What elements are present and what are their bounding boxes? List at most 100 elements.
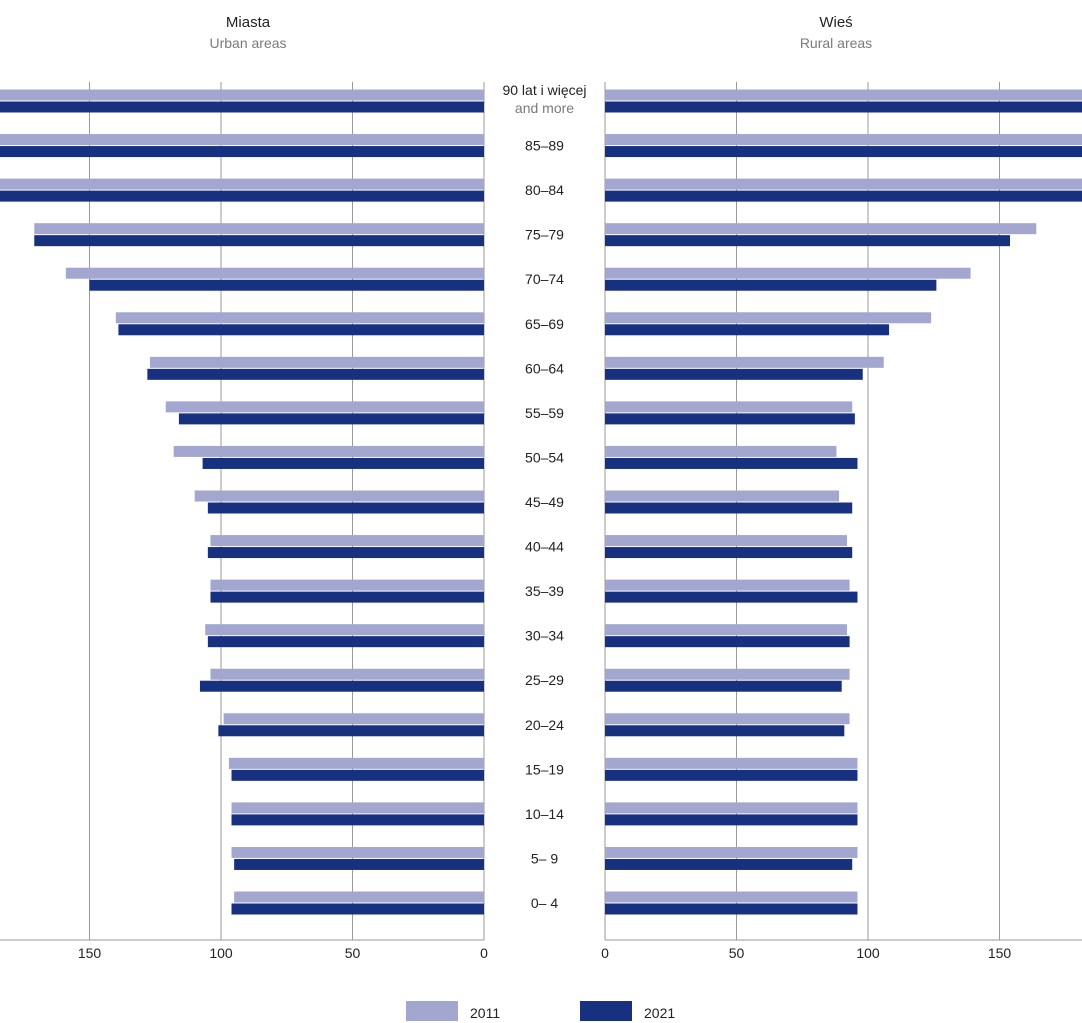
left-bar-2011-50-54 (173, 445, 484, 457)
right-bar-2011-0-4 (605, 891, 858, 903)
left-bar-2011-65-69 (115, 312, 485, 324)
left-panel-title: Miasta (226, 14, 271, 31)
right-panel-title: Wieś (819, 14, 852, 31)
left-bar-2011-60-64 (149, 356, 485, 368)
left-bar-2021-15-19 (231, 769, 484, 781)
right-bar-2011-10-14 (605, 802, 858, 814)
right-bar-2021-90-lat-i-wi-cej (605, 101, 1082, 113)
right-bar-2021-70-74 (605, 279, 937, 291)
right-bar-2011-50-54 (605, 445, 837, 457)
left-bar-2021-70-74 (89, 279, 484, 291)
left-bar-2021-25-29 (199, 680, 484, 692)
age-label-85-89: 85–89 (525, 138, 564, 154)
left-bar-2011-55-59 (165, 401, 484, 413)
right-tick-label-0: 0 (601, 945, 609, 961)
age-label-90-plus-sublabel: and more (515, 100, 574, 116)
age-label-50-54: 50–54 (525, 449, 564, 465)
left-bar-2021-0-4 (231, 903, 484, 915)
right-panel-subtitle: Rural areas (800, 35, 872, 51)
age-label-80-84: 80–84 (525, 182, 564, 198)
age-group-labels: 0– 4 5– 9 10–14 15–19 20–24 25–29 30–34 35–39 40… (502, 82, 586, 911)
left-bar-2021-45-49 (207, 502, 484, 514)
age-label-90-plus: 90 lat i więcej (502, 82, 586, 98)
left-bar-2021-30-34 (207, 636, 484, 648)
right-bar-2011-15-19 (605, 757, 858, 769)
left-bar-2011-85-89 (0, 134, 485, 146)
age-label-70-74: 70–74 (525, 271, 564, 287)
left-bar-2021-55-59 (178, 413, 485, 425)
left-tick-label-100: 100 (209, 945, 233, 961)
right-bar-2011-5-9 (605, 846, 858, 858)
right-bar-2011-65-69 (605, 312, 932, 324)
right-tick-label-100: 100 (856, 945, 880, 961)
age-label-20-24: 20–24 (525, 717, 564, 733)
left-bar-2011-80-84 (0, 178, 484, 190)
left-bar-2021-50-54 (202, 457, 484, 469)
age-label-30-34: 30–34 (525, 628, 564, 644)
right-tick-label-150: 150 (988, 945, 1012, 961)
right-bar-2011-70-74 (605, 267, 971, 279)
right-bar-2011-55-59 (605, 401, 853, 413)
right-bar-2021-30-34 (605, 636, 850, 648)
left-bar-2021-35-39 (210, 591, 485, 603)
left-bar-2011-25-29 (210, 668, 485, 680)
right-bar-2021-45-49 (605, 502, 853, 514)
right-panel-bars (605, 89, 1082, 915)
right-bar-2021-55-59 (605, 413, 855, 425)
left-bar-2021-10-14 (231, 814, 484, 826)
left-bar-2011-0-4 (234, 891, 484, 903)
right-bar-2011-35-39 (605, 579, 850, 591)
right-bar-2021-50-54 (605, 457, 858, 469)
right-bar-2011-20-24 (605, 713, 850, 725)
left-bar-2011-90-lat-i-wi-cej (0, 89, 484, 101)
right-bar-2011-30-34 (605, 624, 847, 636)
right-bar-2011-60-64 (605, 356, 884, 368)
legend-swatch-2021 (580, 1001, 632, 1021)
right-bar-2021-10-14 (605, 814, 858, 826)
age-label-35-39: 35–39 (525, 583, 564, 599)
left-bar-2011-70-74 (65, 267, 484, 279)
right-tick-label-50: 50 (729, 945, 745, 961)
right-bar-2021-40-44 (605, 547, 853, 559)
age-label-5-9: 5– 9 (531, 850, 558, 866)
age-label-0-4: 0– 4 (531, 895, 558, 911)
left-panel-bars (0, 89, 485, 915)
left-tick-label-150: 150 (78, 945, 102, 961)
left-tick-label-50: 50 (345, 945, 361, 961)
legend-label-2021: 2021 (644, 1005, 675, 1021)
left-tick-label-0: 0 (480, 945, 488, 961)
left-bar-2011-15-19 (228, 757, 484, 769)
left-bar-2021-40-44 (207, 547, 484, 559)
right-bar-2021-15-19 (605, 769, 858, 781)
left-bar-2021-75-79 (34, 235, 485, 247)
right-bar-2011-80-84 (605, 178, 1082, 190)
age-label-55-59: 55–59 (525, 405, 564, 421)
right-bar-2011-40-44 (605, 535, 847, 547)
age-label-25-29: 25–29 (525, 672, 564, 688)
left-bar-2011-40-44 (210, 535, 485, 547)
right-bar-2011-75-79 (605, 223, 1037, 235)
left-bar-2021-5-9 (234, 858, 484, 870)
age-label-75-79: 75–79 (525, 227, 564, 243)
legend-label-2011: 2011 (470, 1005, 500, 1021)
right-bar-2011-45-49 (605, 490, 840, 502)
right-bar-2021-0-4 (605, 903, 858, 915)
left-bar-2011-35-39 (210, 579, 485, 591)
left-bar-2011-10-14 (231, 802, 484, 814)
right-bar-2021-85-89 (605, 146, 1082, 158)
right-bar-2021-80-84 (605, 190, 1082, 202)
right-bar-2011-25-29 (605, 668, 850, 680)
left-bar-2011-45-49 (194, 490, 484, 502)
left-bar-2021-20-24 (218, 725, 484, 737)
left-bar-2021-60-64 (147, 368, 485, 380)
age-label-10-14: 10–14 (525, 806, 564, 822)
left-bar-2021-65-69 (118, 324, 485, 336)
left-bar-2011-75-79 (34, 223, 485, 235)
right-bar-2021-60-64 (605, 368, 863, 380)
right-bar-2021-75-79 (605, 235, 1011, 247)
age-label-40-44: 40–44 (525, 539, 564, 555)
legend-swatch-2011 (406, 1001, 458, 1021)
left-bar-2011-5-9 (231, 846, 484, 858)
age-label-15-19: 15–19 (525, 761, 564, 777)
